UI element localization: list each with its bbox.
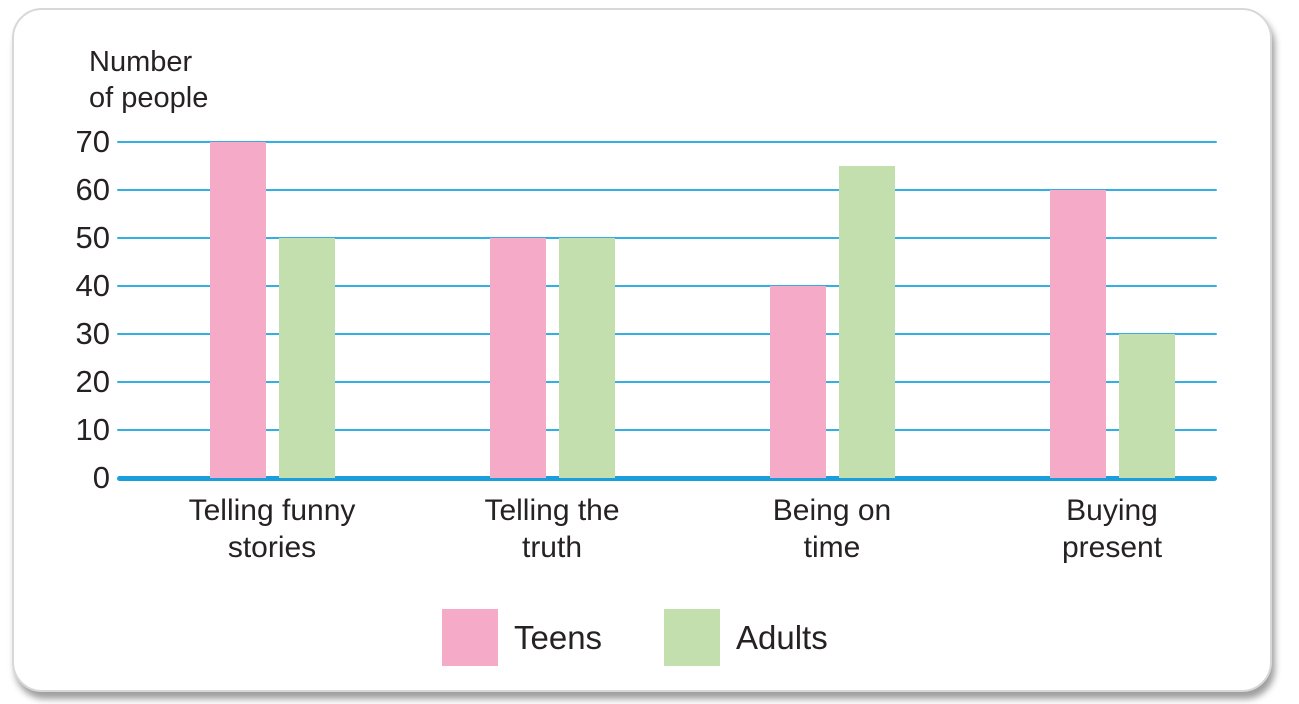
legend-item-adults: Adults xyxy=(664,609,828,666)
legend-swatch-teens xyxy=(442,609,498,666)
bar-teens xyxy=(1049,190,1106,478)
bar-teens xyxy=(209,142,266,478)
gridline xyxy=(117,381,1217,383)
chart-card: Number of people 0 10 20 30 40 50 60 70 Telling … xyxy=(12,8,1272,692)
bar-adults xyxy=(558,238,615,478)
legend-label-adults: Adults xyxy=(736,618,828,656)
gridline xyxy=(117,333,1217,335)
x-category-label: Telling funny stories xyxy=(188,494,356,564)
y-axis-label: Number of people xyxy=(89,46,209,114)
bar-adults xyxy=(838,166,895,478)
gridline xyxy=(117,189,1217,191)
y-tick-label: 40 xyxy=(75,268,110,303)
bar-adults xyxy=(1118,334,1175,478)
x-axis-line xyxy=(117,476,1217,481)
gridline xyxy=(117,429,1217,431)
gridline xyxy=(117,237,1217,239)
y-tick-label: 30 xyxy=(75,316,110,351)
legend-label-teens: Teens xyxy=(514,618,603,656)
legend-item-teens: Teens xyxy=(442,609,602,666)
x-category-label: Being on time xyxy=(772,494,892,564)
y-tick-label: 50 xyxy=(75,220,110,255)
y-tick-label: 0 xyxy=(92,460,110,495)
y-tick-label: 60 xyxy=(75,172,110,207)
x-category-label: Buying present xyxy=(1061,494,1163,564)
x-category-label: Telling the truth xyxy=(484,494,620,564)
gridline xyxy=(117,285,1217,287)
legend-swatch-adults xyxy=(664,609,720,666)
gridline xyxy=(117,141,1217,143)
y-tick-label: 70 xyxy=(75,124,110,159)
bar-adults xyxy=(278,238,335,478)
bar-teens xyxy=(489,238,546,478)
bar-teens xyxy=(769,286,826,478)
y-tick-label: 10 xyxy=(75,412,110,447)
y-tick-label: 20 xyxy=(75,364,110,399)
